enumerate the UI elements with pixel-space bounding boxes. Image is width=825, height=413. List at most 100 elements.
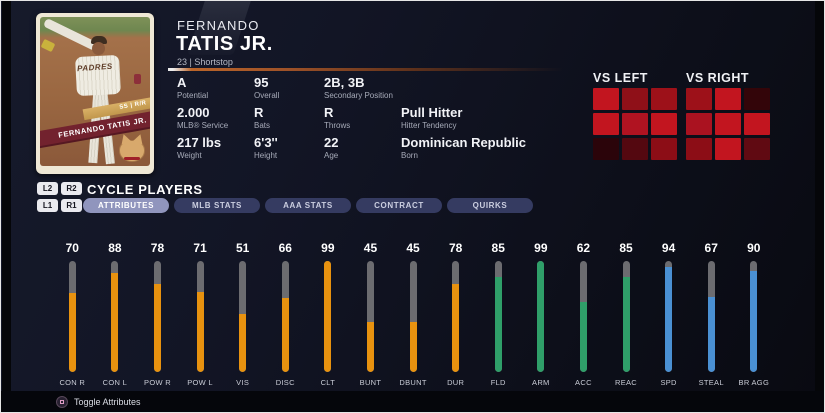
attribute-bar-fill (750, 271, 758, 372)
attribute-label: CLT (320, 378, 336, 387)
heatmap-cell (744, 138, 770, 160)
player-armband (40, 38, 56, 53)
heatmap-cell (622, 88, 648, 110)
attribute-value: 71 (193, 241, 207, 255)
tab-aaa-stats[interactable]: AAA STATS (265, 198, 351, 213)
heatmap-cell (715, 138, 741, 160)
attribute-label: STEAL (698, 378, 724, 387)
bio-stat-label: Weight (177, 151, 202, 160)
attribute-bar-fill (68, 293, 76, 372)
tab-attributes[interactable]: ATTRIBUTES (83, 198, 169, 213)
attribute-bar: 94 SPD (647, 241, 690, 391)
attribute-value: 78 (448, 241, 463, 255)
attribute-bar: 67 STEAL (690, 241, 733, 391)
attribute-bar: 85 FLD (477, 241, 520, 391)
attribute-value: 88 (108, 241, 122, 255)
player-card: PADRES SS | R/R FERNANDO TATIS JR. (36, 13, 154, 174)
attribute-value: 78 (150, 241, 165, 255)
right-edge-strip (815, 1, 824, 412)
attribute-bar-track (111, 261, 119, 372)
bio-stat-label: Height (254, 151, 278, 160)
attribute-bar-fill (452, 284, 460, 372)
attribute-bar-track (665, 261, 673, 372)
bio-stat-value: 217 lbs (177, 135, 222, 150)
bio-stat: Pull Hitter Hitter Tendency (401, 106, 462, 131)
chihuahua-mascot-logo (119, 140, 145, 162)
attribute-value: 85 (491, 241, 505, 255)
attribute-bar-fill (196, 292, 204, 372)
attribute-bar: 62 ACC (562, 241, 605, 391)
toggle-attributes-label: Toggle Attributes (74, 396, 141, 407)
heatmap-cell (593, 88, 619, 110)
attribute-bar: 99 ARM (520, 241, 563, 391)
bio-stat-value: Dominican Republic (401, 135, 526, 150)
attribute-bar: 66 DISC (264, 241, 307, 391)
attribute-bar: 78 DUR (434, 241, 477, 391)
bio-stat-value: R (254, 105, 264, 120)
attribute-bar-track (239, 261, 247, 372)
bio-stat: 6'3'' Height (254, 135, 278, 161)
bio-stat-value: 95 (254, 75, 269, 90)
attribute-bar-fill (665, 266, 673, 372)
attribute-bar-fill (111, 273, 119, 372)
tab-mlb-stats[interactable]: MLB STATS (174, 198, 260, 213)
attribute-bar-fill (366, 322, 374, 372)
bio-stat-label: MLB® Service (177, 121, 229, 130)
player-number-position: 23 | Shortstop (177, 57, 233, 67)
r2-button-icon: R2 (61, 182, 82, 195)
vs-right-title: VS RIGHT (686, 71, 750, 85)
bio-stat-value: 6'3'' (254, 135, 278, 150)
heatmap-cell (593, 113, 619, 135)
bio-stat-value: R (324, 105, 334, 120)
attribute-bar: 51 VIS (221, 241, 264, 391)
attribute-label: SPD (660, 378, 677, 387)
attribute-bar: 45 DBUNT (392, 241, 435, 391)
heatmap-cell (651, 138, 677, 160)
attribute-value: 45 (406, 241, 420, 255)
bio-stat: A Potential (177, 76, 209, 101)
attribute-bar-track (409, 261, 417, 372)
player-cap (90, 36, 107, 45)
bio-stat-value: 2.000 (177, 105, 210, 120)
bio-stat-label: Bats (254, 121, 271, 130)
attribute-bar-track (494, 261, 502, 372)
bio-stat: R Throws (324, 105, 350, 131)
attribute-bar-track (281, 261, 289, 372)
attribute-bar: 71 POW L (179, 241, 222, 391)
attribute-bar-track (324, 261, 332, 372)
player-photo: PADRES SS | R/R FERNANDO TATIS JR. (40, 17, 150, 166)
bio-stat-label: Potential (177, 91, 209, 100)
bottom-hint-bar[interactable]: Toggle Attributes (1, 391, 824, 412)
left-edge-strip (2, 1, 11, 412)
heatmap-cell (651, 113, 677, 135)
bio-stat: 2.000 MLB® Service (177, 105, 229, 131)
attribute-label: DISC (275, 378, 295, 387)
bio-stat-value: 2B, 3B (324, 75, 365, 90)
tab-contract[interactable]: CONTRACT (356, 198, 442, 213)
attribute-bar: 45 BUNT (349, 241, 392, 391)
bio-stat-label: Born (401, 151, 418, 160)
attribute-value: 99 (534, 241, 548, 255)
attribute-value: 45 (363, 241, 378, 255)
attribute-bar-fill (324, 261, 332, 372)
bio-stat-label: Overall (254, 91, 280, 100)
attribute-value: 62 (576, 241, 591, 255)
attribute-label: DBUNT (399, 378, 427, 387)
attribute-bar-track (153, 261, 161, 372)
attribute-label: REAC (614, 378, 638, 387)
player-first-name: FERNANDO (177, 18, 260, 33)
attribute-value: 94 (661, 241, 676, 255)
player-head (91, 42, 105, 56)
attribute-value: 51 (235, 241, 250, 255)
attribute-bar-track (68, 261, 76, 372)
attribute-bar-fill (239, 314, 247, 372)
attribute-bar-fill (281, 297, 289, 372)
attribute-bar: 90 BR AGG (733, 241, 776, 391)
attribute-bar: 70 CON R (51, 241, 94, 391)
attribute-value: 67 (704, 241, 718, 255)
attribute-bar-track (452, 261, 460, 372)
attribute-bar-track (707, 261, 715, 372)
attribute-bar-fill (622, 276, 630, 372)
tab-quirks[interactable]: QUIRKS (447, 198, 533, 213)
